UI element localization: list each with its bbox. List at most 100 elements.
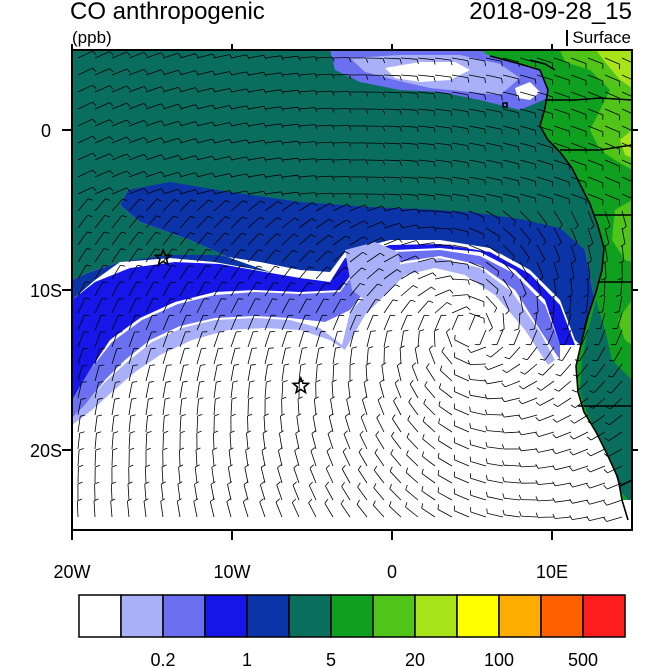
- wind-barb-flag: [98, 381, 104, 383]
- wind-barb-flag: [228, 447, 234, 451]
- wind-barb: [196, 199, 209, 212]
- wind-barb-flag: [497, 253, 500, 259]
- wind-barb-flag: [434, 328, 439, 332]
- wind-barb-flag: [437, 504, 439, 510]
- wind-barb: [281, 140, 298, 144]
- wind-barb: [502, 74, 519, 80]
- wind-barb: [383, 74, 401, 77]
- wind-barb: [145, 298, 154, 314]
- wind-barb-flag: [266, 380, 272, 383]
- wind-barb-flag: [501, 382, 506, 388]
- wind-barb-flag: [392, 299, 398, 302]
- wind-barb: [417, 315, 425, 331]
- wind-barb: [179, 415, 182, 433]
- wind-barb-flag: [381, 362, 387, 366]
- wind-barb-flag: [146, 431, 152, 434]
- wind-barb-flag: [139, 198, 145, 202]
- wind-barb: [77, 264, 87, 280]
- wind-barb: [396, 365, 402, 382]
- wind-barb-flag: [314, 124, 318, 130]
- wind-barb: [128, 198, 140, 212]
- wind-barb-flag: [501, 78, 503, 84]
- wind-barb: [313, 399, 317, 416]
- wind-barb-flag: [589, 390, 595, 393]
- wind-barb: [128, 86, 145, 93]
- wind-barb-flag: [416, 127, 419, 133]
- wind-barb: [213, 281, 223, 297]
- wind-barb: [315, 315, 323, 331]
- wind-barb-flag: [433, 257, 437, 263]
- wind-barb: [349, 204, 365, 212]
- wind-barb-flag: [78, 448, 84, 451]
- wind-barb: [325, 485, 334, 501]
- wind-barb-flag: [536, 387, 542, 391]
- wind-barb: [298, 124, 315, 127]
- wind-barb: [503, 431, 521, 434]
- wind-barb: [111, 416, 115, 433]
- wind-barb: [145, 348, 152, 365]
- wind-barb-flag: [348, 193, 352, 199]
- wind-barb: [417, 108, 434, 112]
- wind-barb: [537, 499, 555, 502]
- wind-barb-flag: [137, 264, 143, 267]
- wind-barb: [604, 278, 606, 296]
- wind-barb: [145, 248, 156, 263]
- wind-barb-flag: [467, 279, 470, 285]
- wind-barb: [230, 365, 235, 382]
- wind-barb: [213, 348, 219, 365]
- wind-barb: [94, 215, 106, 229]
- wind-barb-flag: [346, 219, 351, 224]
- wind-barb-flag: [621, 226, 627, 230]
- wind-barb: [562, 346, 572, 361]
- wind-barb-flag: [346, 396, 351, 400]
- wind-barb: [213, 331, 220, 348]
- wind-barb: [553, 142, 570, 149]
- wind-barb: [145, 432, 148, 450]
- wind-barb-flag: [484, 94, 486, 100]
- wind-barb: [470, 379, 487, 382]
- wind-barb: [570, 261, 575, 278]
- wind-barb-flag: [370, 330, 376, 332]
- wind-barb-flag: [243, 481, 249, 485]
- wind-barb-flag: [527, 239, 531, 245]
- wind-barb: [553, 261, 559, 278]
- wind-barb: [179, 365, 184, 382]
- wind-barb-flag: [501, 444, 505, 450]
- wind-barb-flag: [137, 248, 143, 251]
- wind-barb-flag: [365, 91, 369, 97]
- wind-barb: [604, 176, 620, 184]
- wind-barbs: [76, 50, 632, 522]
- wind-barb: [281, 191, 298, 195]
- wind-barb: [298, 234, 312, 246]
- wind-barb-flag: [263, 174, 267, 179]
- y-tick-label: 0: [41, 121, 51, 141]
- wind-barb: [230, 190, 247, 195]
- wind-barb: [470, 494, 487, 501]
- wind-barb: [145, 171, 162, 178]
- land-yellowgreen: [596, 50, 632, 158]
- wind-barb: [281, 298, 290, 314]
- wind-barb-flag: [345, 235, 351, 239]
- wind-barb: [520, 465, 538, 468]
- wind-barb-flag: [111, 481, 117, 485]
- wind-barb-flag: [365, 176, 369, 182]
- wind-barb: [521, 397, 538, 405]
- wind-barb-flag: [300, 363, 306, 366]
- wind-barb: [587, 142, 604, 150]
- wind-barb: [298, 56, 315, 59]
- wind-barb: [400, 224, 417, 229]
- wind-barb-flag: [361, 267, 367, 271]
- wind-barb-flag: [415, 255, 420, 260]
- wind-barb: [196, 189, 213, 195]
- wind-barb: [145, 188, 162, 195]
- wind-barb-flag: [501, 180, 503, 186]
- wind-barb: [145, 399, 149, 416]
- wind-barb-flag: [331, 379, 337, 383]
- wind-barb-flag: [122, 198, 128, 202]
- wind-barb-flag: [92, 50, 97, 55]
- wind-barb-flag: [570, 404, 576, 409]
- wind-barb: [468, 57, 485, 62]
- wind-barb: [400, 176, 418, 179]
- wind-barb-flag: [364, 204, 369, 209]
- wind-barb-flag: [450, 228, 453, 235]
